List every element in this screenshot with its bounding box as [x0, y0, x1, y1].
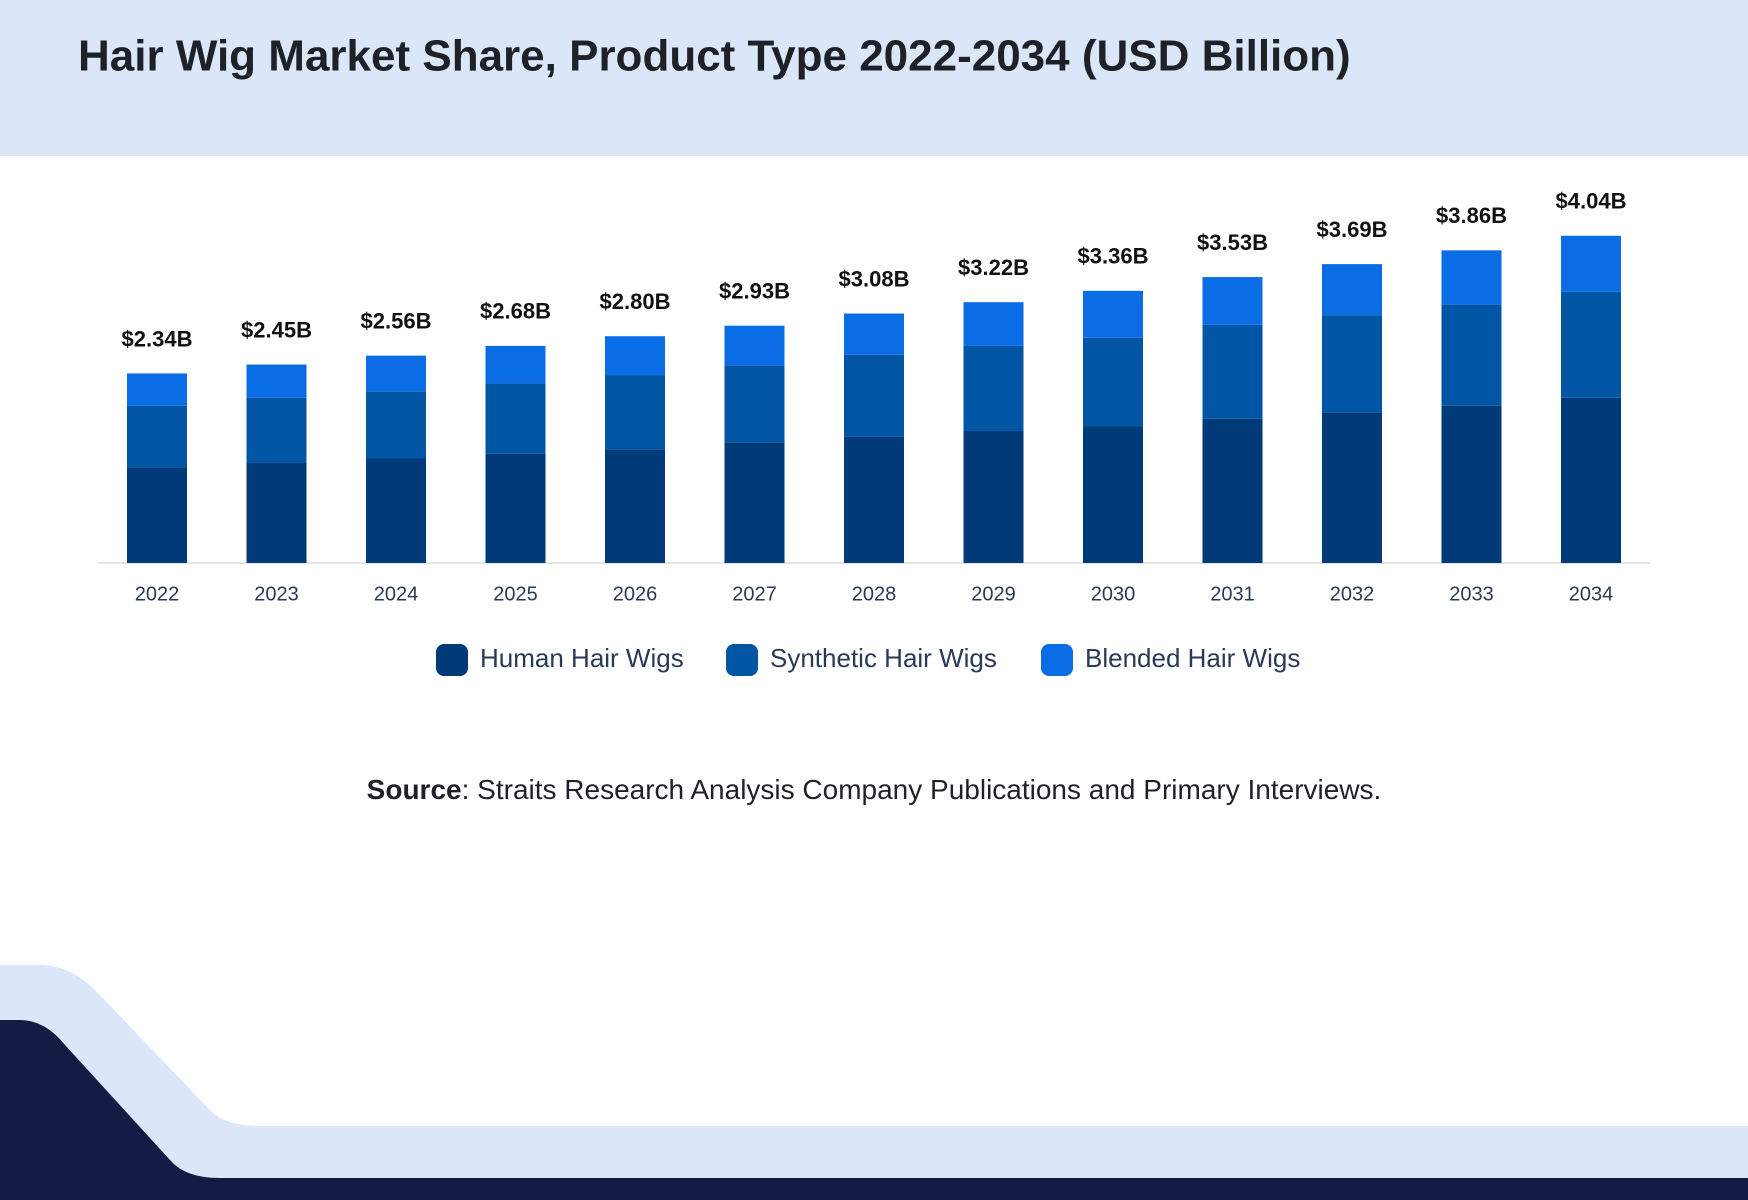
x-tick-label: 2030	[1091, 583, 1136, 605]
bar-segment	[1561, 397, 1621, 563]
total-label: $2.68B	[480, 299, 551, 324]
bar-segment	[127, 373, 187, 406]
bar-segment	[724, 442, 785, 563]
bar-segment	[1561, 235, 1621, 292]
total-label: $3.36B	[1078, 244, 1149, 269]
bar-segment	[844, 436, 904, 563]
legend-swatch	[436, 644, 468, 676]
bar-segment	[963, 345, 1024, 431]
x-tick-label: 2033	[1449, 583, 1494, 605]
bar-segment	[366, 391, 426, 459]
footer-shape	[0, 1020, 1748, 1200]
total-label: $3.69B	[1317, 217, 1388, 242]
total-label: $2.56B	[361, 308, 432, 333]
bar-segment	[724, 365, 785, 443]
bar-segment	[127, 405, 187, 468]
legend-label: Blended Hair Wigs	[1085, 643, 1300, 673]
legend-label: Human Hair Wigs	[480, 643, 684, 673]
bar-segment	[1202, 418, 1263, 563]
bar-segment	[724, 325, 785, 366]
bar-segment	[844, 354, 904, 437]
total-label: $4.04B	[1556, 189, 1627, 214]
bar-segment	[1322, 315, 1382, 413]
total-label: $3.53B	[1197, 230, 1268, 255]
legend-label: Synthetic Hair Wigs	[770, 643, 997, 673]
bar-segment	[246, 364, 307, 398]
footer-band	[0, 965, 1748, 1200]
chart-title: Hair Wig Market Share, Product Type 2022…	[78, 32, 1351, 81]
bar-segment	[485, 383, 546, 454]
bar-segment	[1322, 264, 1382, 316]
total-label: $2.93B	[719, 278, 790, 303]
bar-segment	[605, 449, 665, 563]
bar-segment	[1083, 426, 1143, 563]
x-tick-label: 2031	[1210, 583, 1255, 605]
legend-swatch	[726, 644, 758, 676]
bar-segment	[366, 458, 426, 563]
total-label: $3.08B	[839, 266, 910, 291]
x-tick-label: 2027	[732, 583, 777, 605]
total-label: $3.22B	[958, 255, 1029, 280]
bar-segment	[1441, 304, 1502, 406]
bar-segment	[963, 430, 1024, 563]
x-tick-label: 2026	[613, 583, 658, 605]
x-tick-label: 2028	[852, 583, 897, 605]
x-tick-label: 2025	[493, 583, 538, 605]
bar-segment	[246, 462, 307, 563]
bar-segment	[1083, 337, 1143, 427]
bar-segment	[605, 375, 665, 450]
bar-segment	[1441, 405, 1502, 563]
header-band	[0, 0, 1748, 156]
total-label: $3.86B	[1436, 203, 1507, 228]
bar-segment	[127, 467, 187, 563]
source-note: Source: Straits Research Analysis Compan…	[367, 774, 1382, 805]
bar-segment	[1561, 291, 1621, 398]
total-label: $2.34B	[122, 326, 193, 351]
bar-segment	[1083, 290, 1143, 338]
total-label: $2.45B	[241, 317, 312, 342]
bar-segment	[963, 302, 1024, 346]
bar-segment	[485, 345, 546, 384]
source-text: : Straits Research Analysis Company Publ…	[462, 774, 1382, 805]
x-tick-label: 2032	[1330, 583, 1375, 605]
total-label: $2.80B	[600, 289, 671, 314]
x-tick-label: 2029	[971, 583, 1016, 605]
source-label: Source	[367, 774, 462, 805]
bar-segment	[366, 355, 426, 392]
legend-swatch	[1041, 644, 1073, 676]
bar-segment	[1202, 277, 1263, 325]
bar-segment	[246, 397, 307, 463]
bar-segment	[844, 313, 904, 355]
bar-segment	[1441, 250, 1502, 305]
x-tick-label: 2022	[135, 583, 180, 605]
bar-segment	[1202, 324, 1263, 419]
bar-segment	[1322, 412, 1382, 563]
x-tick-label: 2023	[254, 583, 299, 605]
bar-segment	[605, 336, 665, 376]
x-tick-label: 2024	[374, 583, 419, 605]
x-tick-label: 2034	[1569, 583, 1614, 605]
bar-segment	[485, 453, 546, 563]
